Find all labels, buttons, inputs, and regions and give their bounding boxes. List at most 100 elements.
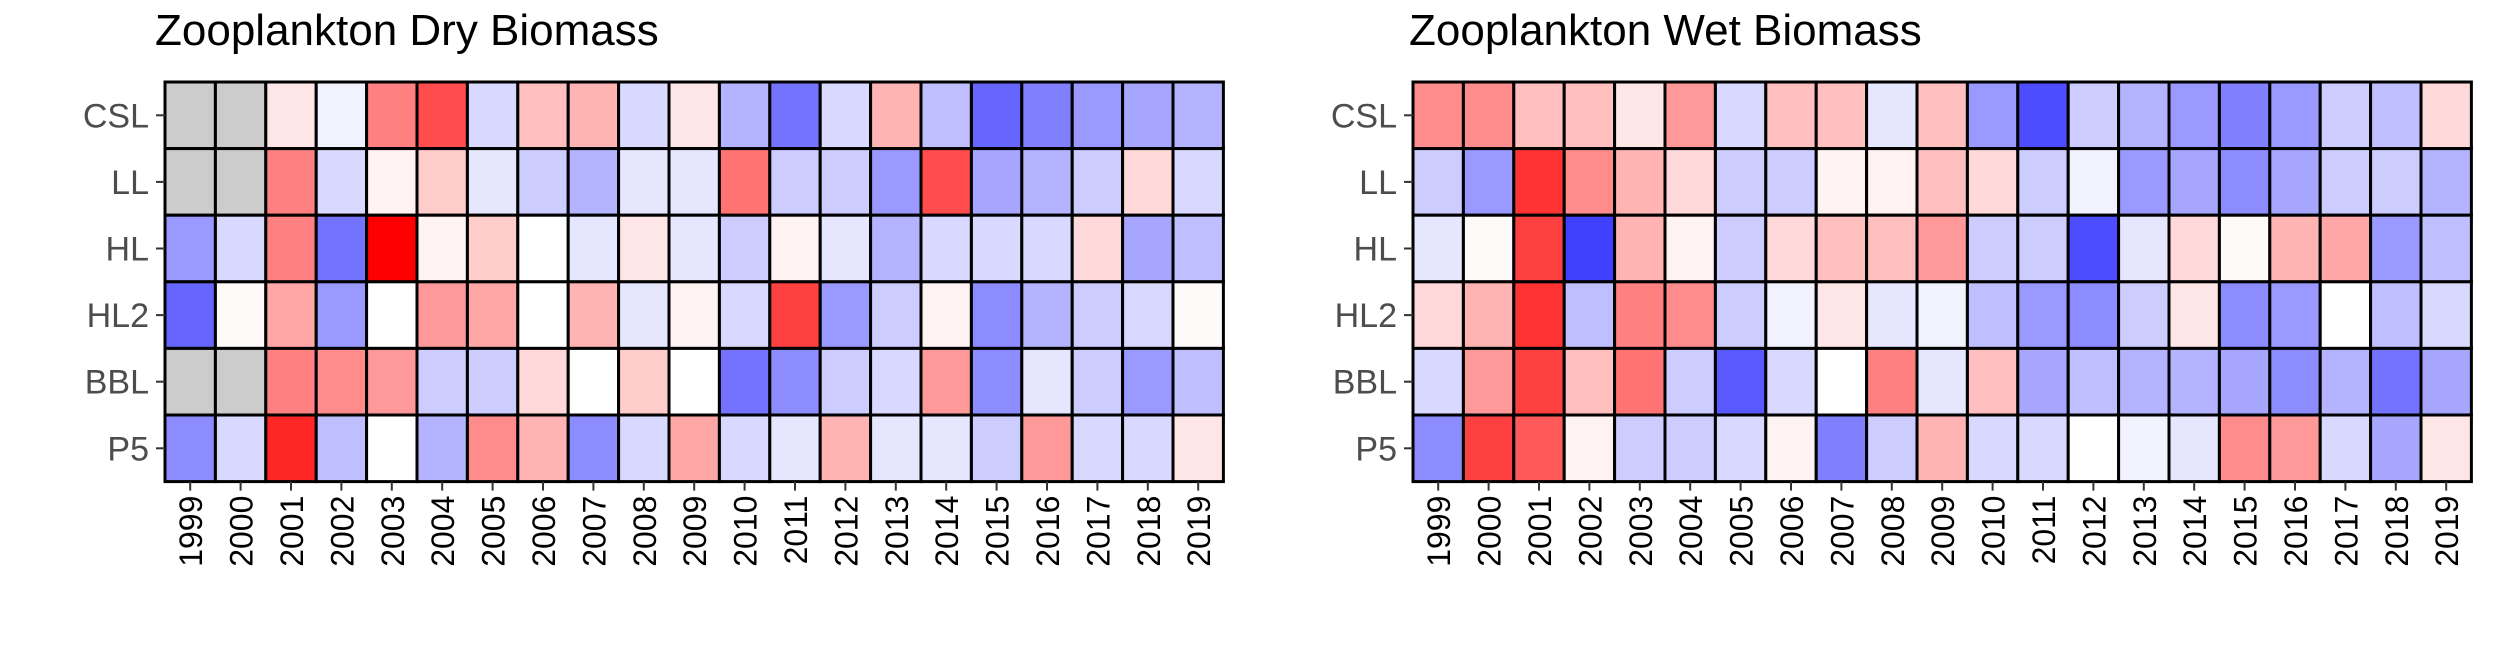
heatmap-cell-CSL-2014 (2167, 80, 2221, 151)
x-tick-label: 2010 (1976, 496, 2012, 567)
heatmap-cell-BBL-2009 (667, 346, 721, 417)
heatmap-cell-HL-2015 (2217, 213, 2272, 284)
heatmap-cell-P5-2002 (314, 413, 369, 484)
heatmap-cell-CSL-2018 (2369, 80, 2423, 151)
x-tick-label: 2018 (1131, 496, 1167, 567)
heatmap-cell-LL-2011 (2016, 147, 2070, 217)
heatmap-dry-biomass: CSL LL HL HL2 BBL P5 1999 2000 2001 2002 2003 2004 2… (83, 80, 1225, 567)
heatmap-cell-HL2-2008 (1865, 280, 1919, 350)
heatmap-cell-HL-2004 (415, 213, 469, 284)
heatmap-cell-P5-2012 (818, 413, 873, 484)
heatmap-cell-LL-2015 (2217, 147, 2272, 217)
x-tick-label: 2007 (1824, 496, 1860, 567)
heatmap-cell-HL2-2011 (768, 280, 822, 350)
heatmap-cell-LL-2010 (1965, 147, 2020, 217)
heatmap-cell-P5-2008 (617, 413, 671, 484)
heatmap-cell-P5-2009 (667, 413, 721, 484)
heatmap-cell-CSL-2011 (768, 80, 822, 151)
heatmap-cell-HL-2013 (869, 213, 923, 284)
heatmap-cell-CSL-2018 (1121, 80, 1175, 151)
y-tick-label: HL (106, 231, 149, 269)
heatmap-cell-P5-2015 (2217, 413, 2272, 484)
heatmap-cell-P5-2008 (1865, 413, 1919, 484)
heatmap-cell-LL-2003 (1613, 147, 1667, 217)
heatmap-cell-BBL-2010 (1965, 346, 2020, 417)
heatmap-cell-HL2-2004 (1663, 280, 1717, 350)
heatmap-cell-BBL-2017 (1070, 346, 1125, 417)
heatmap-cell-BBL-2002 (314, 346, 369, 417)
x-tick-label: 2004 (425, 496, 461, 567)
heatmap-cell-P5-2010 (717, 413, 772, 484)
heatmap-cell-LL-2013 (2117, 147, 2171, 217)
heatmap-cell-CSL-2017 (1070, 80, 1125, 151)
heatmap-cell-BBL-2004 (415, 346, 469, 417)
heatmap-cell-HL-1999 (1411, 213, 1465, 284)
heatmap-cell-P5-1999 (163, 413, 217, 484)
heatmap-cell-HL-2019 (1171, 213, 1225, 284)
heatmap-cell-HL-2012 (2066, 213, 2121, 284)
heatmap-cell-BBL-2010 (717, 346, 772, 417)
heatmap-cell-P5-2017 (2318, 413, 2373, 484)
x-tick-label: 2008 (627, 496, 663, 567)
heatmap-cell-P5-2018 (2369, 413, 2423, 484)
heatmap-cell-HL2-2017 (2318, 280, 2373, 350)
x-tick-label: 2019 (2429, 496, 2465, 567)
heatmap-cell-CSL-2004 (1663, 80, 1717, 151)
y-tick-label: P5 (107, 430, 149, 468)
heatmap-cell-LL-2008 (617, 147, 671, 217)
x-tick-label: 2014 (2177, 496, 2213, 567)
heatmap-cell-HL-2000 (213, 213, 268, 284)
heatmap-cell-LL-1999 (163, 147, 217, 217)
heatmap-cell-HL2-2003 (365, 280, 419, 350)
x-tick-label: 1999 (1421, 496, 1457, 567)
heatmap-cell-CSL-2007 (1814, 80, 1869, 151)
x-tick-label: 2001 (274, 496, 310, 567)
heatmap-cell-CSL-2005 (465, 80, 520, 151)
heatmap-cell-HL2-2009 (1915, 280, 1969, 350)
heatmap-cell-BBL-2003 (365, 346, 419, 417)
heatmap-cell-HL2-2005 (465, 280, 520, 350)
x-tick-label: 2001 (1522, 496, 1558, 567)
x-tick-label: 2002 (324, 496, 360, 567)
heatmap-cell-CSL-2002 (1562, 80, 1617, 151)
heatmap-cell-HL2-2019 (1171, 280, 1225, 350)
heatmap-cell-P5-2003 (1613, 413, 1667, 484)
heatmap-cell-LL-2009 (667, 147, 721, 217)
heatmap-cell-P5-2011 (768, 413, 822, 484)
y-tick-label: BBL (1333, 364, 1397, 402)
heatmap-cell-HL2-2001 (264, 280, 318, 350)
heatmap-cell-HL-2018 (2369, 213, 2423, 284)
heatmap-cell-HL2-1999 (163, 280, 217, 350)
heatmap-cell-CSL-2013 (869, 80, 923, 151)
heatmap-cell-HL2-2007 (566, 280, 621, 350)
heatmap-cell-LL-2006 (1764, 147, 1818, 217)
x-tick-label: 1999 (173, 496, 209, 567)
heatmap-cell-HL2-2007 (1814, 280, 1869, 350)
x-tick-label: 2000 (1472, 496, 1508, 567)
heatmap-cell-LL-2001 (1512, 147, 1566, 217)
heatmap-cell-HL-2010 (1965, 213, 2020, 284)
heatmap-cell-LL-2000 (213, 147, 268, 217)
heatmap-cell-LL-2003 (365, 147, 419, 217)
heatmap-cell-BBL-2011 (2016, 346, 2070, 417)
heatmap-cell-HL2-2006 (1764, 280, 1818, 350)
y-tick-label: LL (1359, 164, 1397, 202)
heatmap-cell-BBL-2011 (768, 346, 822, 417)
heatmap-cell-LL-2007 (1814, 147, 1869, 217)
heatmap-cell-CSL-1999 (1411, 80, 1465, 151)
heatmap-cell-LL-2014 (2167, 147, 2221, 217)
heatmap-cell-LL-2002 (1562, 147, 1617, 217)
heatmap-cell-P5-2010 (1965, 413, 2020, 484)
heatmap-cell-HL2-2014 (919, 280, 973, 350)
heatmap-cell-HL-2002 (1562, 213, 1617, 284)
x-tick-label: 2017 (1080, 496, 1116, 567)
heatmap-cell-CSL-2012 (818, 80, 873, 151)
dry-biomass-panel: Zooplankton Dry Biomass CSL LL HL HL2 BBL P5 1… (83, 6, 1225, 567)
heatmap-cell-P5-2007 (1814, 413, 1869, 484)
heatmap-wet-biomass: CSL LL HL HL2 BBL P5 1999 2000 2001 2002 2003 2004 2… (1331, 80, 2473, 567)
x-tick-label: 2011 (778, 496, 814, 565)
heatmap-cell-HL-2003 (1613, 213, 1667, 284)
heatmap-cell-HL-2016 (1020, 213, 1074, 284)
heatmap-cell-HL-2014 (919, 213, 973, 284)
x-tick-label: 2005 (1724, 496, 1760, 567)
